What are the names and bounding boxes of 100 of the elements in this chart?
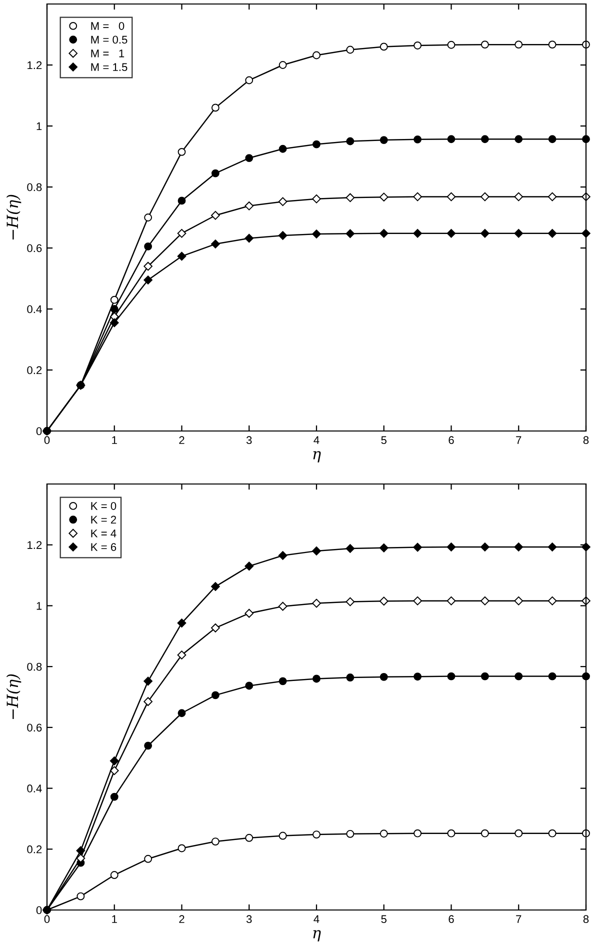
- legend-label: K = 0: [91, 502, 116, 510]
- point: [244, 608, 254, 618]
- point: [278, 832, 287, 840]
- x-tick-label: 8: [583, 915, 589, 924]
- point: [245, 154, 254, 162]
- point: [480, 672, 489, 680]
- point: [447, 829, 456, 838]
- point: [177, 650, 186, 660]
- point: [379, 543, 388, 552]
- point: [312, 830, 320, 839]
- x-axis-title: η: [313, 451, 321, 462]
- legend-label: K = 4: [91, 530, 116, 538]
- point: [312, 51, 320, 60]
- legend-label: M = 1: [91, 50, 124, 58]
- point: [414, 672, 422, 681]
- point: [413, 192, 422, 202]
- point: [346, 229, 355, 238]
- y-tick-label: 0.6: [27, 724, 42, 732]
- point: [312, 140, 320, 148]
- x-tick-label: 6: [448, 436, 454, 444]
- point: [110, 871, 118, 879]
- point: [245, 834, 254, 842]
- x-tick-label: 0: [44, 436, 50, 444]
- point: [178, 148, 186, 156]
- point: [178, 709, 186, 718]
- point: [514, 672, 523, 680]
- point: [548, 596, 557, 606]
- point: [312, 230, 321, 238]
- point: [548, 672, 556, 680]
- x-tick-label: 1: [112, 436, 117, 444]
- point: [245, 682, 254, 690]
- point: [480, 829, 489, 838]
- point: [144, 262, 152, 271]
- point: [211, 582, 220, 591]
- point: [278, 197, 288, 206]
- point: [278, 677, 287, 686]
- point: [413, 596, 422, 606]
- point: [447, 672, 456, 680]
- point: [414, 135, 422, 144]
- y-tick-label: 0.2: [27, 366, 42, 374]
- point: [211, 838, 220, 846]
- point: [446, 192, 456, 202]
- point: [278, 231, 288, 240]
- point: [380, 830, 388, 838]
- x-tick-label: 8: [583, 436, 589, 444]
- point: [379, 228, 388, 238]
- x-tick-label: 7: [516, 915, 522, 923]
- x-tick-label: 3: [246, 915, 252, 924]
- point: [110, 318, 119, 328]
- point: [144, 854, 152, 863]
- point: [177, 618, 186, 628]
- y-tick-label: 0.4: [27, 784, 42, 792]
- point: [110, 756, 119, 766]
- point: [211, 691, 220, 700]
- x-tick-label: 6: [448, 915, 454, 924]
- point: [346, 674, 354, 682]
- legend-label: K = 2: [91, 516, 116, 524]
- point: [346, 597, 355, 606]
- point: [144, 676, 152, 686]
- point: [548, 135, 556, 144]
- point: [480, 228, 490, 238]
- x-tick-label: 3: [246, 436, 252, 444]
- point: [144, 242, 152, 250]
- legend-label: M = 0.5: [91, 36, 128, 44]
- point: [177, 252, 186, 261]
- point: [413, 228, 422, 238]
- point: [346, 544, 355, 553]
- x-tick-label: 2: [179, 915, 184, 923]
- y-tick-label: 1.2: [28, 61, 42, 70]
- y-tick-label: 0.4: [27, 305, 42, 314]
- y-tick-label: 0: [36, 906, 42, 914]
- point: [110, 792, 118, 801]
- point: [380, 136, 388, 144]
- y-axis-title: −H(η): [6, 194, 22, 240]
- point: [346, 193, 355, 202]
- point: [414, 829, 422, 838]
- point: [480, 135, 489, 144]
- point: [514, 829, 523, 838]
- point: [548, 228, 557, 238]
- point: [144, 742, 152, 750]
- point: [110, 296, 118, 304]
- x-tick-label: 2: [179, 436, 184, 444]
- point: [211, 240, 220, 248]
- point: [379, 192, 388, 202]
- point: [480, 192, 490, 202]
- point: [244, 234, 254, 243]
- point: [548, 192, 557, 202]
- point: [514, 135, 523, 144]
- point: [110, 305, 118, 313]
- point: [312, 194, 321, 204]
- point: [379, 596, 388, 606]
- point: [346, 137, 354, 146]
- y-axis-title: −H(η): [6, 674, 22, 719]
- x-tick-label: 5: [381, 915, 386, 924]
- point: [447, 135, 456, 144]
- y-tick-label: 0.6: [27, 244, 42, 252]
- point: [312, 546, 321, 556]
- y-tick-label: 1: [36, 122, 42, 130]
- point: [144, 276, 152, 284]
- point: [548, 542, 557, 552]
